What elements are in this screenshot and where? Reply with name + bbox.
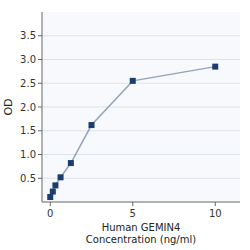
y-axis-line [42,12,43,202]
point [212,64,218,70]
y-tick-label: 2.5 [20,78,36,89]
x-tick [132,202,133,206]
y-tick-label: 1.0 [20,149,36,160]
grid-line [42,59,240,60]
x-tick-label: 5 [130,208,136,219]
point [58,174,64,180]
y-tick-label: 1.5 [20,125,36,136]
point [50,189,56,195]
grid-line [42,178,240,179]
y-tick-label: 0.5 [20,173,36,184]
x-tick-label: 10 [209,208,222,219]
x-axis-line [42,202,240,203]
plot-marks [47,64,218,200]
grid-line [42,107,240,108]
y-tick [38,130,42,131]
point [47,194,53,200]
y-tick-label: 3.5 [20,30,36,41]
point [130,78,136,84]
point [68,160,74,166]
y-tick-label: 3.0 [20,54,36,65]
chart: 0.5 1.0 1.5 2.0 2.5 3.0 3.5 0 5 10 Human GEMIN4Con… [0,0,250,250]
point [52,182,58,188]
point [89,122,95,128]
plot-area [42,12,240,202]
y-tick-label: 2.0 [20,102,36,113]
x-tick [215,202,216,206]
y-tick [38,35,42,36]
grid-line [42,35,240,36]
y-axis-label: OD [2,98,15,115]
line [50,67,215,197]
y-tick [38,59,42,60]
y-tick [38,154,42,155]
grid-line [42,154,240,155]
x-tick-label: 0 [47,208,53,219]
y-tick [38,83,42,84]
grid-line [42,130,240,131]
y-tick [38,107,42,108]
grid-line [42,83,240,84]
x-tick [50,202,51,206]
y-tick [38,178,42,179]
x-axis-label: Human GEMIN4Concentration (ng/ml) [86,222,196,245]
